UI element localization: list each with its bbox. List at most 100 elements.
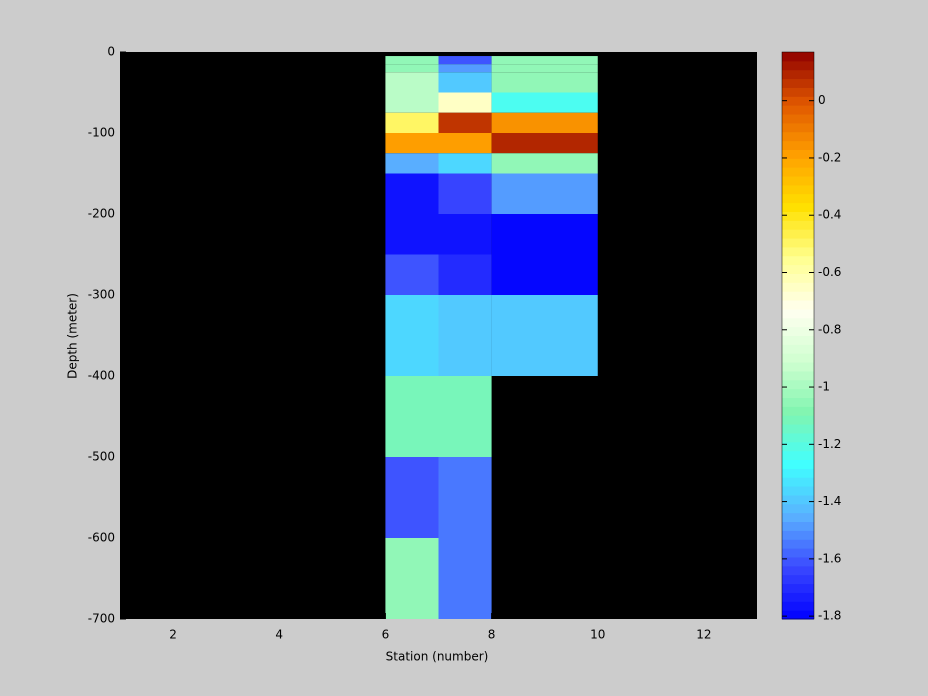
y-tick-label: -600 (88, 531, 115, 545)
colorbar-band (782, 246, 814, 257)
colorbar-band (782, 184, 814, 195)
heatmap-cell (438, 538, 492, 619)
x-tick-label: 4 (275, 628, 283, 642)
colorbar-band (782, 238, 814, 248)
colorbar-band (782, 282, 814, 292)
colorbar-band (782, 486, 814, 496)
heatmap-cell (491, 254, 598, 295)
colorbar-band (782, 494, 814, 505)
colorbar-tick-label: -1.6 (818, 551, 841, 565)
heatmap-cell (491, 112, 598, 133)
colorbar-band (782, 176, 814, 186)
colorbar-band (782, 512, 814, 523)
colorbar-band (782, 211, 814, 221)
colorbar-band (782, 122, 814, 133)
colorbar-band (782, 167, 814, 177)
heatmap-cell (385, 56, 439, 65)
colorbar-band (782, 397, 814, 407)
colorbar-tick-label: -0.2 (818, 150, 841, 164)
colorbar-tick-label: -0.6 (818, 265, 841, 279)
heatmap-cell (385, 72, 439, 93)
heatmap-cell (385, 254, 439, 295)
colorbar-band (782, 424, 814, 434)
colorbar-tick-label: -0.4 (818, 208, 841, 222)
colorbar-band (782, 406, 814, 416)
colorbar-band (782, 140, 814, 150)
y-tick-label: -300 (88, 288, 115, 302)
colorbar-band (782, 229, 814, 239)
colorbar-band (782, 60, 814, 71)
heatmap-cell (438, 133, 492, 154)
heatmap-cell (438, 72, 492, 93)
colorbar-band (782, 131, 814, 142)
colorbar-band (782, 548, 814, 558)
heatmap-cell (438, 376, 492, 457)
colorbar-band (782, 415, 814, 425)
colorbar-band (782, 291, 814, 301)
heatmap-cell (385, 153, 439, 174)
colorbar-band (782, 432, 814, 443)
y-tick-label: 0 (107, 45, 115, 59)
x-tick-label: 8 (488, 628, 496, 642)
heatmap-cell (385, 92, 439, 113)
x-tick-label: 10 (590, 628, 605, 642)
heatmap-cell (438, 112, 492, 133)
heatmap-cell (491, 295, 598, 376)
colorbar-band (782, 459, 814, 469)
colorbar-band (782, 69, 814, 80)
heatmap-cell (438, 92, 492, 113)
heatmap-cell (491, 153, 598, 174)
heatmap-cell (438, 56, 492, 65)
colorbar-band (782, 193, 814, 204)
colorbar-frame (781, 51, 815, 620)
heatmap-cell (385, 376, 439, 457)
colorbar-band (782, 468, 814, 478)
colorbar-band (782, 477, 814, 487)
y-tick-label: -100 (88, 126, 115, 140)
heatmap-cell (385, 457, 439, 538)
colorbar-tick-label: -1 (818, 380, 830, 394)
heatmap-cell (438, 64, 492, 73)
colorbar-band (782, 308, 814, 319)
colorbar-band (782, 255, 814, 266)
y-axis-label: Depth (meter) (66, 293, 80, 379)
colorbar-band (782, 583, 814, 593)
colorbar-band (782, 530, 814, 540)
colorbar-band (782, 264, 814, 274)
colorbar-band (782, 300, 814, 310)
heatmap-cell (385, 112, 439, 133)
colorbar-band (782, 158, 814, 168)
colorbar-band (782, 601, 814, 611)
colorbar-band (782, 503, 814, 514)
x-tick-label: 2 (169, 628, 177, 642)
colorbar-band (782, 202, 814, 212)
colorbar-band (782, 87, 814, 97)
x-tick-label: 12 (696, 628, 711, 642)
heatmap-cell (438, 295, 492, 376)
colorbar-band (782, 521, 814, 531)
colorbar-tick-label: -1.2 (818, 437, 841, 451)
colorbar-band (782, 114, 814, 124)
y-tick-label: -500 (88, 450, 115, 464)
heatmap-cell (491, 64, 598, 73)
colorbar-band (782, 326, 814, 336)
colorbar-band (782, 353, 814, 363)
colorbar-band (782, 362, 814, 372)
heatmap-cell (438, 153, 492, 174)
heatmap-cell (491, 133, 598, 154)
colorbar-band (782, 344, 814, 354)
heatmap-cell (385, 538, 439, 619)
heatmap-cell (491, 92, 598, 113)
heatmap-cell (385, 133, 439, 154)
heatmap-cell (491, 56, 598, 65)
colorbar-band (782, 52, 814, 62)
heatmap-cell (438, 214, 492, 255)
heatmap-cell (385, 64, 439, 73)
colorbar-band (782, 96, 814, 106)
y-tick-label: -400 (88, 369, 115, 383)
colorbar-band (782, 273, 814, 283)
colorbar-band (782, 370, 814, 381)
x-axis-label: Station (number) (386, 650, 489, 664)
colorbar-band (782, 317, 814, 328)
